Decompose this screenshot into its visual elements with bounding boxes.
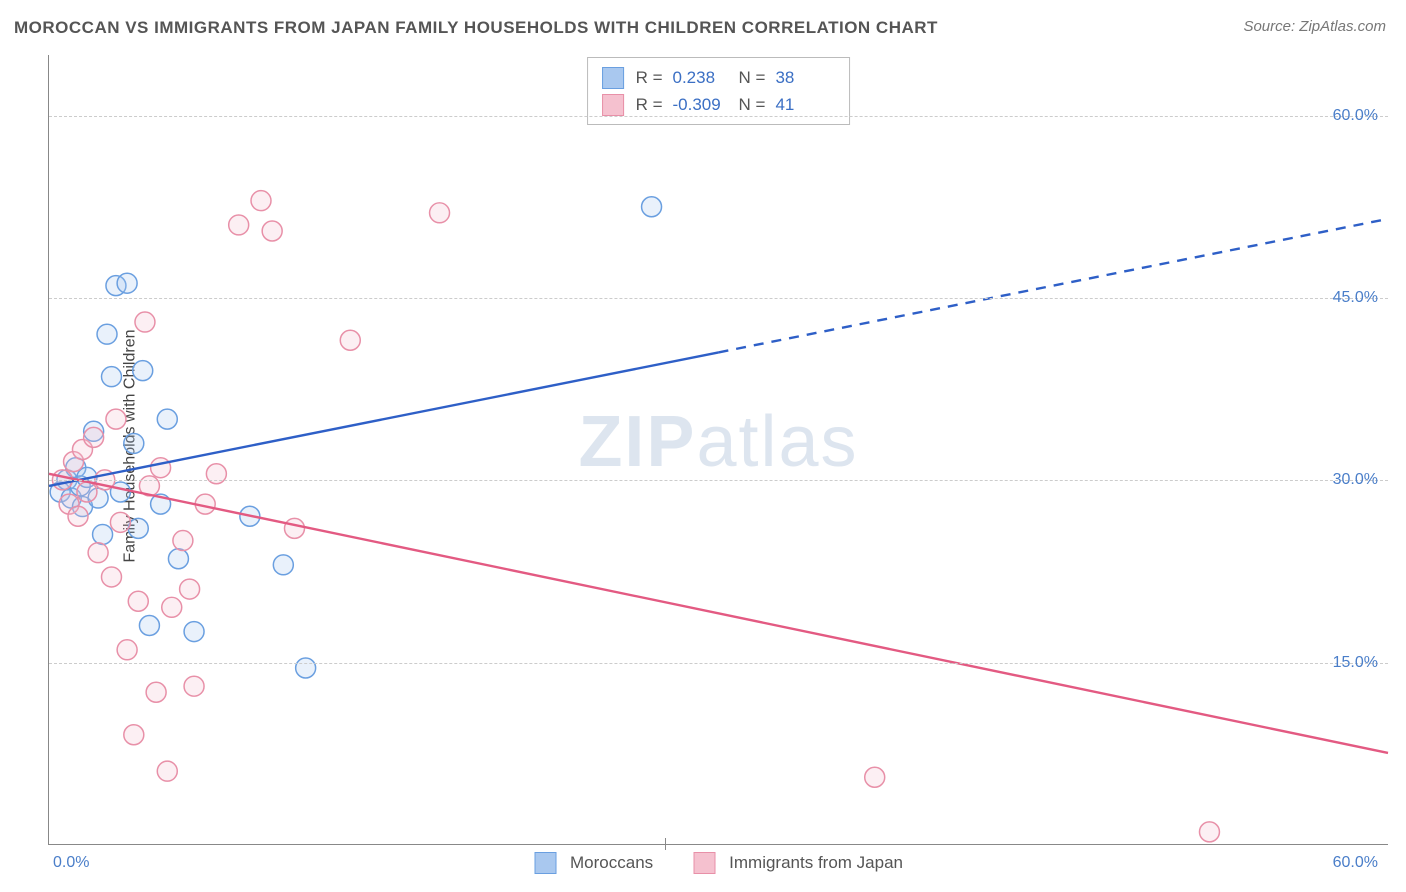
legend-item-japan: Immigrants from Japan bbox=[693, 852, 903, 874]
y-tick-label: 60.0% bbox=[1333, 107, 1378, 125]
legend-row-japan: R = -0.309 N = 41 bbox=[602, 91, 836, 118]
swatch-moroccans bbox=[602, 67, 624, 89]
chart-svg bbox=[49, 55, 1388, 844]
x-tick-min: 0.0% bbox=[53, 854, 89, 872]
legend-item-moroccans: Moroccans bbox=[534, 852, 653, 874]
gridline bbox=[49, 116, 1388, 117]
x-axis-mid-tick bbox=[665, 838, 666, 850]
y-tick-label: 30.0% bbox=[1333, 471, 1378, 489]
swatch-moroccans-icon bbox=[534, 852, 556, 874]
x-tick-max: 60.0% bbox=[1333, 854, 1378, 872]
gridline bbox=[49, 480, 1388, 481]
chart-container: MOROCCAN VS IMMIGRANTS FROM JAPAN FAMILY… bbox=[0, 0, 1406, 892]
legend-row-moroccans: R = 0.238 N = 38 bbox=[602, 64, 836, 91]
y-tick-label: 15.0% bbox=[1333, 654, 1378, 672]
series-legend: Moroccans Immigrants from Japan bbox=[534, 852, 903, 874]
source-attribution: Source: ZipAtlas.com bbox=[1243, 18, 1386, 35]
gridline bbox=[49, 663, 1388, 664]
swatch-japan-icon bbox=[693, 852, 715, 874]
plot-area: ZIPatlas R = 0.238 N = 38 R = -0.309 N =… bbox=[48, 55, 1388, 845]
gridline bbox=[49, 298, 1388, 299]
chart-title: MOROCCAN VS IMMIGRANTS FROM JAPAN FAMILY… bbox=[14, 18, 938, 38]
swatch-japan bbox=[602, 94, 624, 116]
y-tick-label: 45.0% bbox=[1333, 289, 1378, 307]
